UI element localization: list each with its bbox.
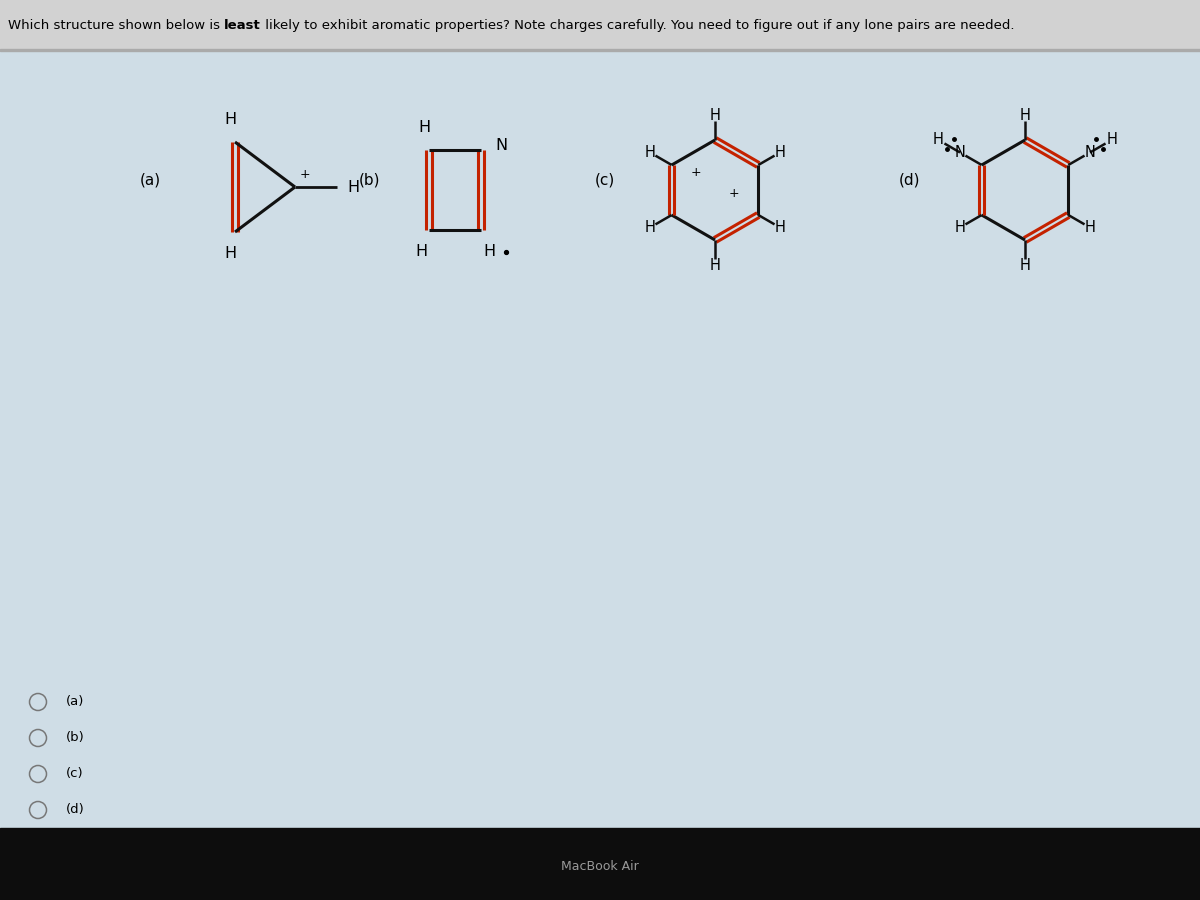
Text: least: least [224,19,262,32]
Text: N: N [494,139,508,154]
Text: (d): (d) [66,804,85,816]
Text: N: N [955,145,966,160]
Text: H: H [1085,220,1096,235]
Text: (a): (a) [66,696,84,708]
Text: H: H [774,220,785,235]
Text: H: H [709,257,720,273]
Text: Which structure shown below is: Which structure shown below is [8,19,224,32]
Text: H: H [1020,107,1031,122]
Text: H: H [1106,132,1117,148]
Text: H: H [709,107,720,122]
Text: H: H [644,145,655,160]
Text: H: H [418,121,430,136]
Text: H: H [224,112,236,128]
Bar [0,0,1200,50]
Text: H: H [644,220,655,235]
Text: H: H [482,245,496,259]
Text: (c): (c) [66,768,84,780]
Text: MacBook Air: MacBook Air [562,860,638,872]
Text: N: N [1085,145,1096,160]
Text: (d): (d) [899,173,920,187]
Text: H: H [932,132,944,148]
Text: (c): (c) [595,173,616,187]
Text: (b): (b) [359,173,380,187]
Text: H: H [1020,257,1031,273]
Text: H: H [774,145,785,160]
Text: +: + [300,167,311,181]
Bar [0,828,1200,900]
Text: (b): (b) [66,732,85,744]
Text: (a): (a) [139,173,161,187]
Text: H: H [955,220,966,235]
Text: H: H [347,179,359,194]
Text: +: + [728,186,739,200]
Text: +: + [691,166,701,179]
Text: likely to exhibit aromatic properties? Note charges carefully. You need to figur: likely to exhibit aromatic properties? N… [262,19,1014,32]
Text: H: H [224,247,236,262]
Text: H: H [415,245,427,259]
